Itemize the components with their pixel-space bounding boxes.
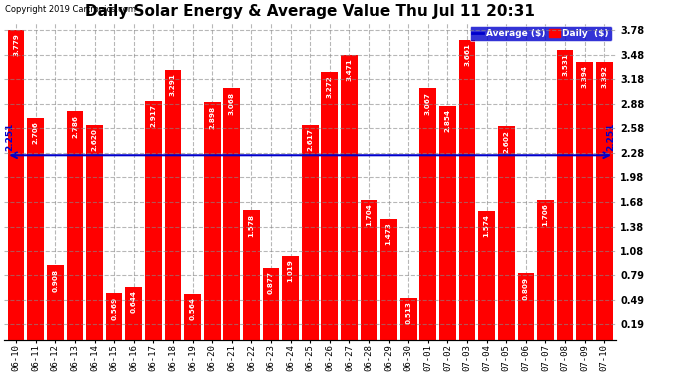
Text: 2.917: 2.917	[150, 104, 157, 127]
Text: 2.786: 2.786	[72, 115, 78, 138]
Legend: Average ($), Daily  ($): Average ($), Daily ($)	[469, 26, 611, 40]
Bar	[420, 88, 436, 340]
Bar	[400, 298, 417, 340]
Bar	[8, 30, 24, 340]
Text: 3.392: 3.392	[601, 65, 607, 88]
Text: 2.251: 2.251	[607, 123, 615, 151]
Bar	[47, 266, 63, 340]
Text: 0.644: 0.644	[131, 290, 137, 313]
Text: 3.661: 3.661	[464, 43, 470, 66]
Text: 0.564: 0.564	[190, 297, 195, 320]
Bar	[459, 40, 475, 340]
Bar	[204, 102, 221, 340]
Bar	[243, 210, 259, 340]
Text: Copyright 2019 Cartronics.com: Copyright 2019 Cartronics.com	[6, 5, 137, 14]
Bar	[361, 200, 377, 340]
Bar	[498, 126, 515, 340]
Text: 2.602: 2.602	[503, 130, 509, 153]
Bar	[557, 50, 573, 340]
Text: 0.908: 0.908	[52, 268, 59, 292]
Bar	[106, 293, 123, 340]
Text: 0.569: 0.569	[111, 296, 117, 320]
Bar	[126, 287, 142, 340]
Bar	[67, 111, 83, 340]
Text: 1.574: 1.574	[484, 214, 490, 237]
Text: 0.877: 0.877	[268, 271, 274, 294]
Text: 2.898: 2.898	[209, 105, 215, 129]
Text: 3.779: 3.779	[13, 33, 19, 56]
Bar	[165, 70, 181, 340]
Text: 3.394: 3.394	[582, 65, 588, 88]
Bar	[596, 62, 613, 340]
Title: Daily Solar Energy & Average Value Thu Jul 11 20:31: Daily Solar Energy & Average Value Thu J…	[86, 4, 535, 19]
Bar	[263, 268, 279, 340]
Text: 1.704: 1.704	[366, 203, 372, 226]
Bar	[282, 256, 299, 340]
Text: 0.513: 0.513	[405, 301, 411, 324]
Bar	[28, 118, 44, 340]
Text: 1.706: 1.706	[542, 203, 549, 226]
Bar	[302, 125, 319, 340]
Text: 0.809: 0.809	[523, 277, 529, 300]
Bar	[380, 219, 397, 340]
Text: 1.019: 1.019	[288, 260, 294, 282]
Text: 3.068: 3.068	[229, 92, 235, 115]
Text: 2.251: 2.251	[5, 123, 14, 151]
Bar	[439, 106, 456, 340]
Text: 3.272: 3.272	[327, 75, 333, 98]
Bar	[537, 200, 554, 340]
Text: 2.854: 2.854	[444, 109, 451, 132]
Bar	[576, 62, 593, 340]
Text: 3.471: 3.471	[346, 58, 353, 81]
Text: 2.620: 2.620	[92, 128, 97, 151]
Text: 3.067: 3.067	[425, 92, 431, 114]
Bar	[224, 88, 240, 340]
Bar	[145, 100, 161, 340]
Bar	[322, 72, 338, 340]
Text: 2.706: 2.706	[32, 121, 39, 144]
Text: 1.578: 1.578	[248, 214, 255, 237]
Bar	[518, 273, 534, 340]
Text: 3.291: 3.291	[170, 73, 176, 96]
Bar	[86, 125, 103, 340]
Bar	[341, 55, 357, 340]
Text: 3.531: 3.531	[562, 54, 568, 76]
Bar	[184, 294, 201, 340]
Bar	[478, 211, 495, 340]
Text: 2.617: 2.617	[307, 129, 313, 152]
Text: 1.473: 1.473	[386, 222, 392, 245]
